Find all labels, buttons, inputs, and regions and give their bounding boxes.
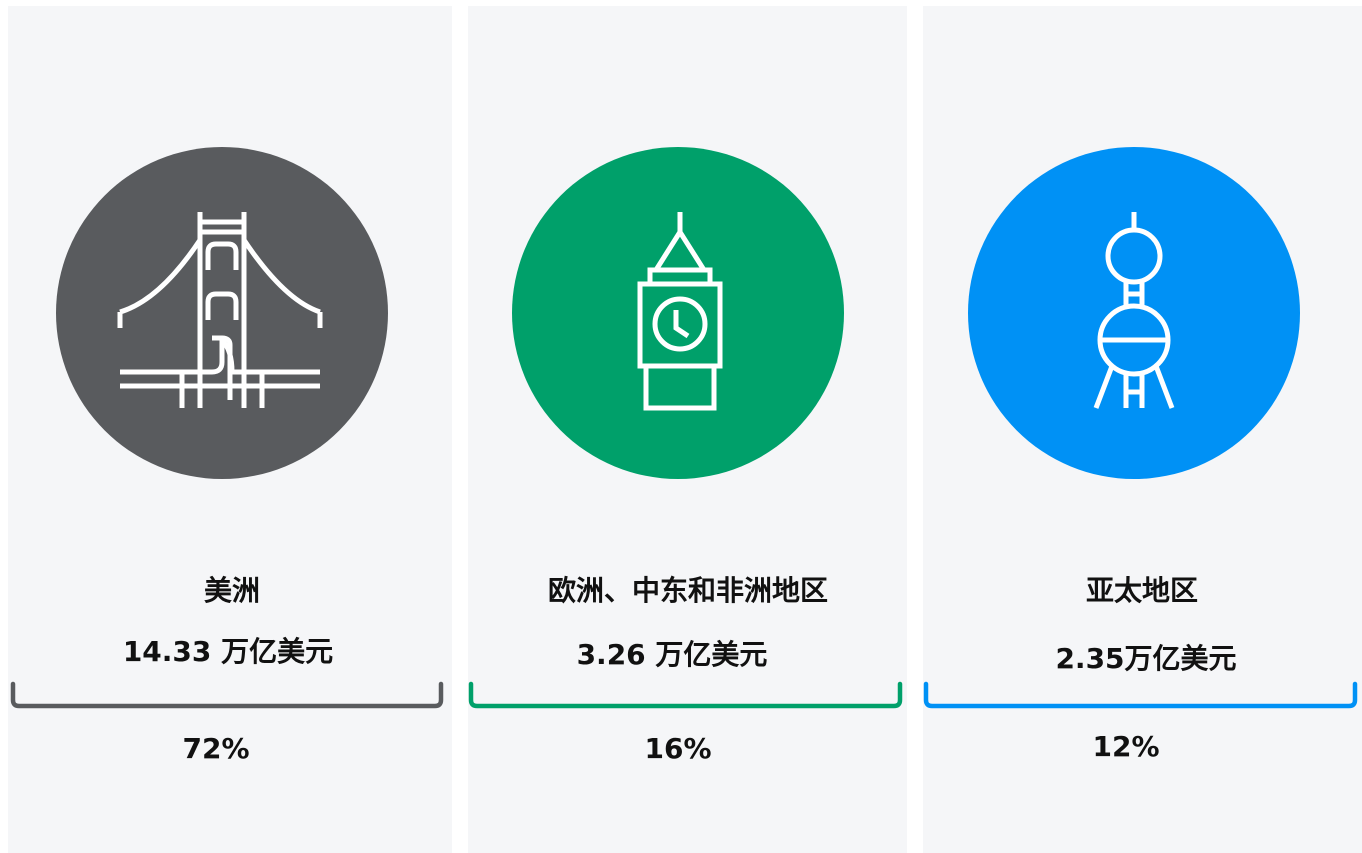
- clock-tower-icon: [637, 212, 723, 411]
- amount: 3.26 万亿美元: [577, 638, 768, 671]
- bracket: [923, 681, 1358, 709]
- region-name: 美洲: [204, 574, 260, 607]
- tv-tower-icon: [1093, 212, 1175, 409]
- icon-circle: [56, 147, 388, 479]
- share: 12%: [1092, 730, 1159, 763]
- bracket: [10, 681, 444, 709]
- amount: 2.35万亿美元: [1055, 642, 1236, 675]
- bracket: [468, 681, 903, 709]
- share: 72%: [182, 732, 249, 765]
- icon-circle: [968, 147, 1300, 479]
- bridge-icon: [117, 212, 323, 408]
- amount: 14.33 万亿美元: [123, 635, 333, 668]
- share: 16%: [644, 732, 711, 765]
- region-name: 欧洲、中东和非洲地区: [548, 574, 828, 607]
- region-name: 亚太地区: [1086, 574, 1198, 607]
